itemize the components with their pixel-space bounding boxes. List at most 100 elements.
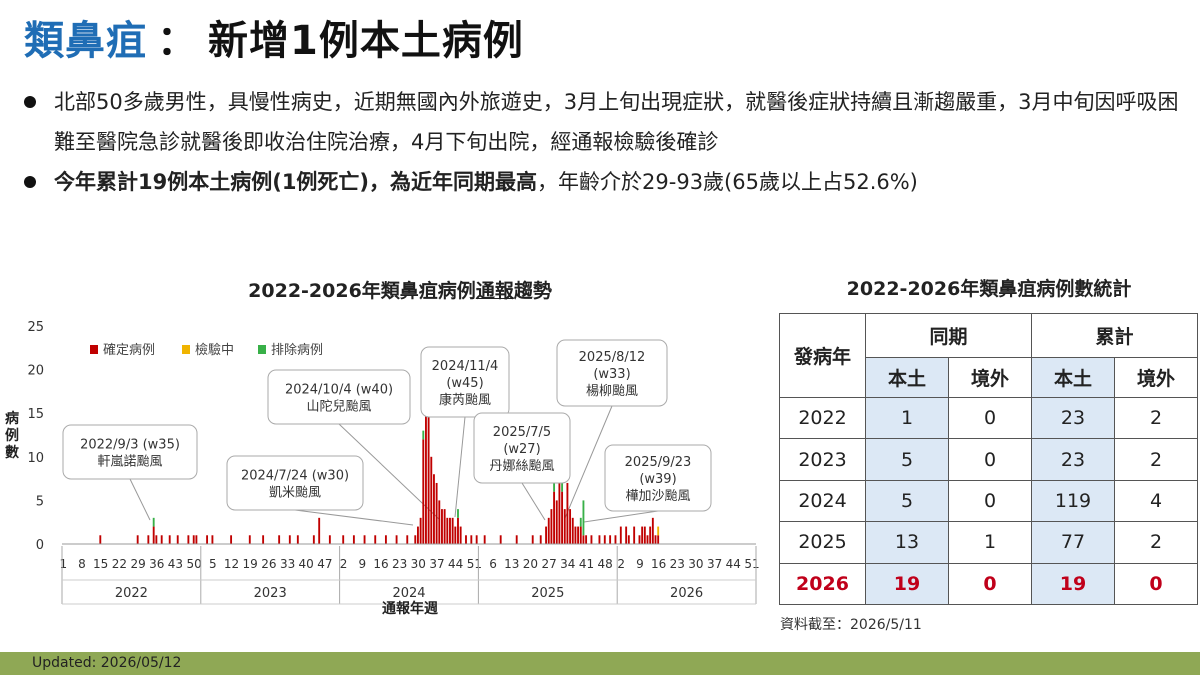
bar-confirmed bbox=[136, 535, 139, 544]
y-tick-label: 10 bbox=[27, 451, 44, 466]
bar-confirmed bbox=[619, 526, 622, 544]
bullet-case-text: 北部50多歲男性，具慢性病史，近期無國內外旅遊史，3月上旬出現症狀，就醫後症狀持… bbox=[54, 90, 1179, 154]
bar-confirmed bbox=[342, 535, 345, 544]
annotation-text: 2022/9/3 (w35) bbox=[80, 438, 180, 453]
annotation-text: (w27) bbox=[503, 442, 540, 457]
bar-excluded bbox=[579, 517, 582, 527]
annotation-box bbox=[62, 424, 198, 480]
row-year: 2024 bbox=[779, 479, 866, 523]
annotation-text: 2025/8/12 bbox=[579, 350, 646, 365]
row-cum-local: 77 bbox=[1031, 521, 1115, 564]
same-period-header: 同期 bbox=[865, 313, 1032, 358]
x-axis-label: 通報年週 bbox=[382, 600, 438, 617]
bar-confirmed bbox=[176, 535, 179, 544]
bar-confirmed bbox=[515, 535, 518, 544]
cum-local-header: 本土 bbox=[1031, 357, 1115, 398]
x-tick-label: 44 bbox=[448, 557, 463, 571]
annotation-text: (w33) bbox=[593, 367, 630, 382]
annotation-text: 康芮颱風 bbox=[439, 392, 491, 408]
x-tick-label: 40 bbox=[299, 557, 314, 571]
bar-confirmed bbox=[425, 369, 427, 544]
annotation-leaders bbox=[129, 405, 659, 526]
row-cum-local: 23 bbox=[1031, 396, 1115, 440]
bar-confirmed bbox=[427, 404, 430, 544]
x-tick-label: 41 bbox=[579, 557, 594, 571]
annotation-leader-line bbox=[521, 482, 546, 521]
bar-confirmed bbox=[374, 535, 377, 544]
bar-confirmed bbox=[571, 517, 574, 544]
bar-confirmed bbox=[187, 535, 190, 544]
bar-confirmed bbox=[395, 535, 398, 544]
bar-confirmed bbox=[539, 535, 542, 544]
row-year: 2022 bbox=[779, 396, 866, 440]
annotation-text: (w39) bbox=[639, 472, 676, 487]
bar-confirmed bbox=[643, 526, 646, 544]
x-tick-label: 23 bbox=[670, 557, 685, 571]
bar-confirmed bbox=[633, 526, 636, 544]
bullet-case-description: 北部50多歲男性，具慢性病史，近期無國內外旅遊史，3月上旬出現症狀，就醫後症狀持… bbox=[22, 82, 1182, 162]
x-tick-label: 16 bbox=[373, 557, 388, 571]
x-tick-label: 16 bbox=[651, 557, 666, 571]
x-tick-label: 8 bbox=[78, 557, 86, 571]
row-year: 2026 bbox=[779, 562, 866, 606]
annotation-text: 軒嵐諾颱風 bbox=[97, 454, 162, 470]
sp-imported-header: 境外 bbox=[948, 357, 1032, 398]
row-year: 2025 bbox=[779, 521, 866, 564]
row-sp-local: 1 bbox=[865, 396, 949, 440]
bar-confirmed bbox=[582, 535, 585, 544]
table-row-current-year: 2026 19 0 19 0 bbox=[779, 562, 1198, 606]
x-tick-label: 2 bbox=[617, 557, 625, 571]
bar-confirmed bbox=[563, 509, 566, 544]
annotation-text: 2024/7/24 (w30) bbox=[241, 469, 349, 484]
bar-confirmed bbox=[406, 535, 409, 544]
bar-confirmed bbox=[147, 535, 150, 544]
bar-confirmed bbox=[99, 535, 102, 544]
x-tick-label: 37 bbox=[707, 557, 722, 571]
bar-confirmed bbox=[651, 517, 654, 544]
chart-legend: 確定病例 檢驗中 排除病例 bbox=[90, 342, 323, 358]
bar-confirmed bbox=[465, 535, 467, 544]
bar-excluded bbox=[422, 430, 425, 440]
bar-confirmed bbox=[558, 482, 561, 544]
bar-confirmed bbox=[457, 517, 459, 544]
bar-confirmed bbox=[566, 482, 569, 544]
bar-confirmed bbox=[459, 526, 462, 544]
x-tick-label: 19 bbox=[243, 557, 258, 571]
legend-label-testing: 檢驗中 bbox=[195, 342, 234, 358]
bar-confirmed bbox=[195, 535, 198, 544]
y-axis-label-char: 數 bbox=[5, 444, 19, 461]
legend-label-confirmed: 確定病例 bbox=[103, 342, 155, 358]
bar-confirmed bbox=[206, 535, 209, 544]
chart-title-underlined: 通報 bbox=[475, 280, 514, 302]
bar-confirmed bbox=[422, 439, 425, 544]
bar-confirmed bbox=[475, 535, 478, 544]
bar-confirmed bbox=[446, 517, 449, 544]
bar-confirmed bbox=[547, 517, 550, 544]
bar-confirmed bbox=[627, 535, 630, 544]
bar-testing bbox=[657, 526, 660, 536]
x-tick-label: 30 bbox=[688, 557, 703, 571]
row-sp-local: 13 bbox=[865, 521, 949, 564]
cum-imported-header: 境外 bbox=[1114, 357, 1198, 398]
bar-confirmed bbox=[363, 535, 366, 544]
table-row: 2023 5 0 23 2 bbox=[779, 438, 1198, 481]
row-sp-local: 5 bbox=[865, 438, 949, 481]
row-sp-local: 5 bbox=[865, 479, 949, 523]
x-tick-label: 6 bbox=[489, 557, 497, 571]
data-source-note: 資料截至：2026/5/11 bbox=[780, 617, 922, 633]
bar-confirmed bbox=[352, 535, 355, 544]
annotation-text: 樺加沙颱風 bbox=[625, 489, 690, 504]
sp-local-header: 本土 bbox=[865, 357, 949, 398]
row-year: 2023 bbox=[779, 438, 866, 481]
bar-confirmed bbox=[470, 535, 473, 544]
annotation-leader-line bbox=[294, 509, 414, 526]
x-tick-label: 9 bbox=[636, 557, 644, 571]
row-sp-local: 19 bbox=[865, 562, 949, 606]
y-axis-label-char: 病 bbox=[5, 410, 19, 427]
bar-confirmed bbox=[449, 517, 451, 544]
year-label: 2022 bbox=[115, 586, 148, 601]
bar-confirmed bbox=[454, 526, 457, 544]
bullet-dot-icon bbox=[24, 176, 36, 188]
